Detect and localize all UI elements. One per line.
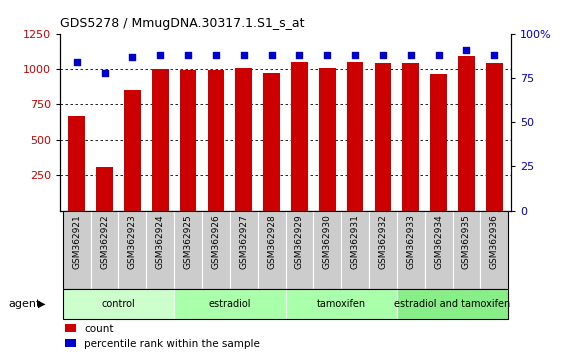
Bar: [286, 211, 313, 289]
Bar: [458, 56, 475, 211]
Text: GSM362935: GSM362935: [462, 215, 471, 269]
Point: [406, 52, 415, 58]
Bar: [425, 211, 453, 289]
Text: GSM362932: GSM362932: [379, 215, 388, 269]
Text: GSM362921: GSM362921: [72, 215, 81, 269]
Point: [100, 70, 109, 75]
Bar: [124, 90, 140, 211]
Bar: [369, 211, 397, 289]
Bar: [235, 68, 252, 211]
Bar: [397, 211, 425, 289]
Bar: [69, 116, 85, 211]
Point: [211, 52, 220, 58]
Text: agent: agent: [9, 298, 41, 309]
Text: GSM362931: GSM362931: [351, 215, 360, 269]
Bar: [291, 62, 308, 211]
Text: GSM362922: GSM362922: [100, 215, 109, 269]
Bar: [118, 211, 146, 289]
Point: [183, 52, 192, 58]
Text: GSM362934: GSM362934: [434, 215, 443, 269]
Text: ▶: ▶: [38, 298, 46, 309]
Text: GSM362925: GSM362925: [183, 215, 192, 269]
Bar: [258, 211, 286, 289]
Bar: [207, 70, 224, 211]
Bar: [375, 63, 391, 211]
Bar: [146, 211, 174, 289]
Bar: [63, 289, 174, 319]
Bar: [91, 211, 118, 289]
Text: estradiol: estradiol: [208, 298, 251, 309]
Text: GSM362929: GSM362929: [295, 215, 304, 269]
Text: GSM362924: GSM362924: [156, 215, 164, 269]
Point: [351, 52, 360, 58]
Point: [72, 59, 81, 65]
Bar: [431, 74, 447, 211]
Text: GSM362930: GSM362930: [323, 215, 332, 269]
Text: GDS5278 / MmugDNA.30317.1.S1_s_at: GDS5278 / MmugDNA.30317.1.S1_s_at: [60, 17, 304, 30]
Bar: [96, 167, 113, 211]
Text: GSM362927: GSM362927: [239, 215, 248, 269]
Bar: [480, 211, 508, 289]
Bar: [319, 68, 336, 211]
Bar: [174, 211, 202, 289]
Bar: [347, 62, 364, 211]
Bar: [403, 63, 419, 211]
Point: [490, 52, 499, 58]
Bar: [263, 73, 280, 211]
Point: [239, 52, 248, 58]
Text: control: control: [102, 298, 135, 309]
Text: GSM362933: GSM362933: [407, 215, 415, 269]
Bar: [180, 70, 196, 211]
Point: [267, 52, 276, 58]
Point: [128, 54, 137, 59]
Bar: [486, 63, 502, 211]
Bar: [313, 211, 341, 289]
Point: [434, 52, 443, 58]
Text: GSM362926: GSM362926: [211, 215, 220, 269]
Bar: [397, 289, 508, 319]
Text: GSM362928: GSM362928: [267, 215, 276, 269]
Text: GSM362936: GSM362936: [490, 215, 499, 269]
Text: GSM362923: GSM362923: [128, 215, 137, 269]
Legend: count, percentile rank within the sample: count, percentile rank within the sample: [65, 324, 260, 349]
Bar: [286, 289, 397, 319]
Bar: [453, 211, 480, 289]
Bar: [202, 211, 230, 289]
Bar: [341, 211, 369, 289]
Bar: [174, 289, 286, 319]
Point: [462, 47, 471, 52]
Point: [379, 52, 388, 58]
Point: [323, 52, 332, 58]
Point: [295, 52, 304, 58]
Bar: [230, 211, 258, 289]
Bar: [63, 211, 91, 289]
Text: estradiol and tamoxifen: estradiol and tamoxifen: [395, 298, 510, 309]
Text: tamoxifen: tamoxifen: [317, 298, 366, 309]
Point: [156, 52, 165, 58]
Bar: [152, 69, 168, 211]
